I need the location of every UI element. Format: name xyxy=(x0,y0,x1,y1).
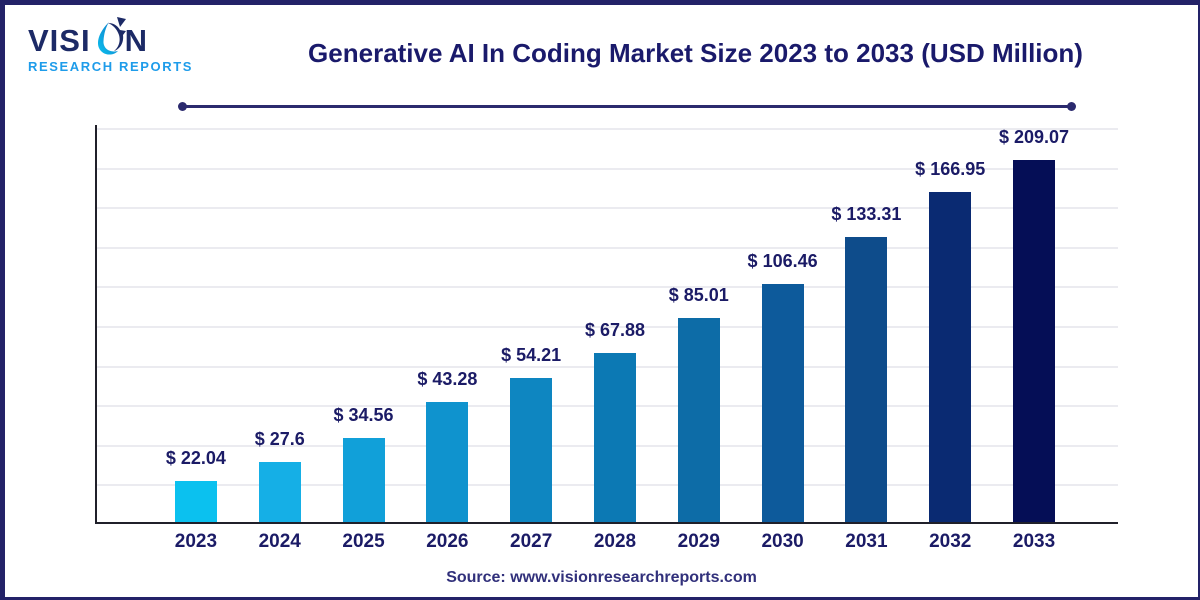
x-tick-label: 2026 xyxy=(426,531,469,552)
bar-group: $ 43.28 2026 xyxy=(405,125,489,552)
bar xyxy=(1013,160,1056,522)
bar-group: $ 209.07 2033 xyxy=(992,125,1076,552)
bar xyxy=(342,438,385,522)
bar xyxy=(677,318,720,522)
bar-value-label: $ 34.56 xyxy=(333,405,394,425)
logo-word-start: VISI xyxy=(28,23,91,58)
title-divider xyxy=(178,102,1076,111)
bar-value-label: $ 27.6 xyxy=(254,429,305,449)
x-tick-label: 2024 xyxy=(258,531,301,552)
x-tick-label: 2025 xyxy=(342,531,385,552)
bar-group: $ 22.04 2023 xyxy=(154,125,238,552)
bar xyxy=(761,284,804,522)
gridline xyxy=(97,246,1118,249)
bar-value-label: $ 133.31 xyxy=(831,204,902,224)
bar-value-label: $ 106.46 xyxy=(747,251,818,271)
bar-value-label: $ 85.01 xyxy=(668,285,729,305)
bar-group: $ 166.95 2032 xyxy=(908,125,992,552)
x-tick-label: 2027 xyxy=(510,531,553,552)
bar xyxy=(593,353,636,522)
logo-droplet-icon xyxy=(97,17,126,55)
bar-value-label: $ 54.21 xyxy=(501,345,562,365)
bar-group: $ 27.6 2024 xyxy=(238,125,322,552)
bar xyxy=(258,462,301,522)
bar xyxy=(929,192,972,522)
gridline xyxy=(97,207,1118,210)
bar xyxy=(174,481,217,522)
x-tick-label: 2029 xyxy=(677,531,720,552)
bar-value-label: $ 22.04 xyxy=(165,448,226,468)
source-text: Source: www.visionresearchreports.com xyxy=(446,569,757,586)
divider-right-dot xyxy=(1067,102,1076,111)
bar-value-label: $ 43.28 xyxy=(417,369,478,389)
vision-logo: VISI N RESEARCH REPORTS xyxy=(28,15,193,74)
gridline xyxy=(97,167,1118,170)
bar-group: $ 106.46 2030 xyxy=(741,125,825,552)
gridline xyxy=(97,128,1118,130)
bar-chart: $ 22.04 2023 $ 27.6 2024 $ 34.56 2025 $ 43.28 2… xyxy=(95,125,1118,552)
page-title: Generative AI In Coding Market Size 2023… xyxy=(308,38,1083,68)
x-tick-label: 2033 xyxy=(1012,531,1056,552)
bars-track: $ 22.04 2023 $ 27.6 2024 $ 34.56 2025 $ 43.28 2… xyxy=(97,125,1118,552)
bar xyxy=(426,402,469,522)
bar-value-label: $ 166.95 xyxy=(915,159,986,179)
bar-group: $ 85.01 2029 xyxy=(657,125,741,552)
x-tick-label: 2032 xyxy=(929,531,972,552)
x-tick-label: 2030 xyxy=(761,531,804,552)
logo-word-end: N xyxy=(124,23,148,58)
bar xyxy=(845,237,888,522)
bar-group: $ 34.56 2025 xyxy=(322,125,406,552)
gridline xyxy=(97,326,1118,328)
bar-value-label: $ 209.07 xyxy=(998,127,1070,147)
logo-subtitle: RESEARCH REPORTS xyxy=(28,59,194,74)
bar-group: $ 133.31 2031 xyxy=(825,125,909,552)
logo-wordmark: VISI N xyxy=(28,15,193,56)
x-tick-label: 2023 xyxy=(174,531,218,552)
divider-left-dot xyxy=(178,102,187,111)
x-tick-label: 2031 xyxy=(845,531,888,552)
bar-value-label: $ 67.88 xyxy=(584,320,645,340)
bar-group: $ 67.88 2028 xyxy=(573,125,657,552)
bar-group: $ 54.21 2027 xyxy=(489,125,573,552)
x-tick-label: 2028 xyxy=(593,531,637,552)
bar xyxy=(510,378,553,522)
gridline xyxy=(97,286,1118,289)
